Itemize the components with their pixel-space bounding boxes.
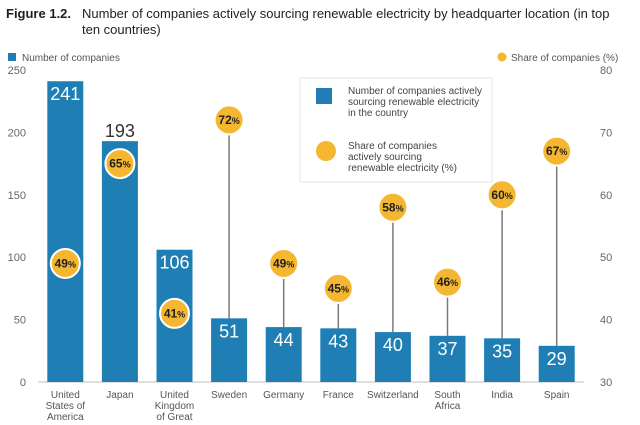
bar-value-label-8: 35 <box>492 341 512 361</box>
figure-label: Figure 1.2. <box>6 6 72 21</box>
share-label-9: 67% <box>546 144 567 158</box>
legend-bar-text: Number of companies actively <box>348 86 482 97</box>
share-label-0: 49% <box>55 256 76 270</box>
bar-value-label-9: 29 <box>547 349 567 369</box>
y-left-tick-label: 0 <box>20 377 26 389</box>
category-label-0: States of <box>46 401 86 412</box>
y-right-tick-label: 80 <box>600 65 612 77</box>
category-label-5: France <box>323 390 355 401</box>
y-right-tick-label: 70 <box>600 127 612 139</box>
category-label-2: Kingdom <box>155 401 194 412</box>
bar-0 <box>47 81 84 383</box>
share-dot-6 <box>377 191 409 223</box>
category-label-6: Switzerland <box>367 390 419 401</box>
category-label-2: of Great <box>156 412 192 423</box>
legend-bar-text: in the country <box>348 108 408 119</box>
bar-3 <box>211 318 248 382</box>
figure-title: Number of companies actively sourcing re… <box>82 6 610 37</box>
bar-value-label-3: 51 <box>219 321 239 341</box>
share-dot-0 <box>49 247 81 279</box>
category-label-7: South <box>434 390 460 401</box>
category-label-3: Sweden <box>211 390 247 401</box>
bar-5 <box>320 328 357 382</box>
bar-6 <box>374 332 411 382</box>
y-right-tick-label: 50 <box>600 252 612 264</box>
legend-bar-text: sourcing renewable electricity <box>348 97 479 108</box>
y-right-tick-label: 60 <box>600 190 612 202</box>
share-label-5: 45% <box>328 281 349 295</box>
y-right-tick-label: 40 <box>600 315 612 327</box>
share-label-4: 49% <box>273 256 294 270</box>
bar-value-label-5: 43 <box>328 331 348 351</box>
y-left-tick-label: 100 <box>8 252 26 264</box>
bar-value-label-4: 44 <box>274 330 294 350</box>
bar-value-label-7: 37 <box>437 339 457 359</box>
category-label-2: United <box>160 390 189 401</box>
bar-value-label-1: 193 <box>105 121 135 141</box>
bar-value-label-2: 106 <box>159 253 189 273</box>
bar-4 <box>265 327 302 382</box>
bar-value-label-6: 40 <box>383 335 403 355</box>
share-dot-9 <box>541 135 573 167</box>
bar-9 <box>538 345 575 382</box>
category-label-0: United <box>51 390 80 401</box>
share-dot-5 <box>322 272 354 304</box>
y-left-tick-label: 200 <box>8 127 26 139</box>
share-label-7: 46% <box>437 275 458 289</box>
right-axis-header: Share of companies (%) <box>511 53 618 64</box>
share-dot-8 <box>486 179 518 211</box>
share-label-1: 65% <box>109 157 130 171</box>
share-dot-3 <box>213 104 245 136</box>
share-dot-7 <box>432 266 463 298</box>
legend-share-text: renewable electricity (%) <box>348 163 457 174</box>
share-dot-4 <box>268 247 300 279</box>
share-dot-2 <box>159 297 190 329</box>
share-dot-1 <box>104 148 136 180</box>
y-left-tick-label: 150 <box>8 190 26 202</box>
share-label-3: 72% <box>218 113 239 127</box>
right-axis-header-dot <box>497 52 507 62</box>
category-label-1: Japan <box>106 390 133 401</box>
left-axis-header-swatch <box>8 53 16 61</box>
share-label-2: 41% <box>164 306 185 320</box>
category-label-8: India <box>491 390 513 401</box>
legend-bar-swatch <box>316 88 332 104</box>
legend-share-text: Share of companies <box>348 141 437 152</box>
y-left-tick-label: 50 <box>14 315 26 327</box>
bar-1 <box>101 141 138 382</box>
y-right-tick-label: 30 <box>600 377 612 389</box>
category-label-0: America <box>47 412 84 423</box>
bar-8 <box>484 338 521 382</box>
category-label-7: Africa <box>435 401 461 412</box>
share-label-8: 60% <box>491 188 512 202</box>
category-label-4: Germany <box>263 390 304 401</box>
bar-7 <box>429 335 466 382</box>
share-label-6: 58% <box>382 200 403 214</box>
legend-share-text: actively sourcing <box>348 152 422 163</box>
legend-share-dot <box>316 141 336 161</box>
left-axis-header: Number of companies <box>22 53 120 64</box>
category-label-9: Spain <box>544 390 570 401</box>
bar-value-label-0: 241 <box>50 84 80 104</box>
y-left-tick-label: 250 <box>8 65 26 77</box>
